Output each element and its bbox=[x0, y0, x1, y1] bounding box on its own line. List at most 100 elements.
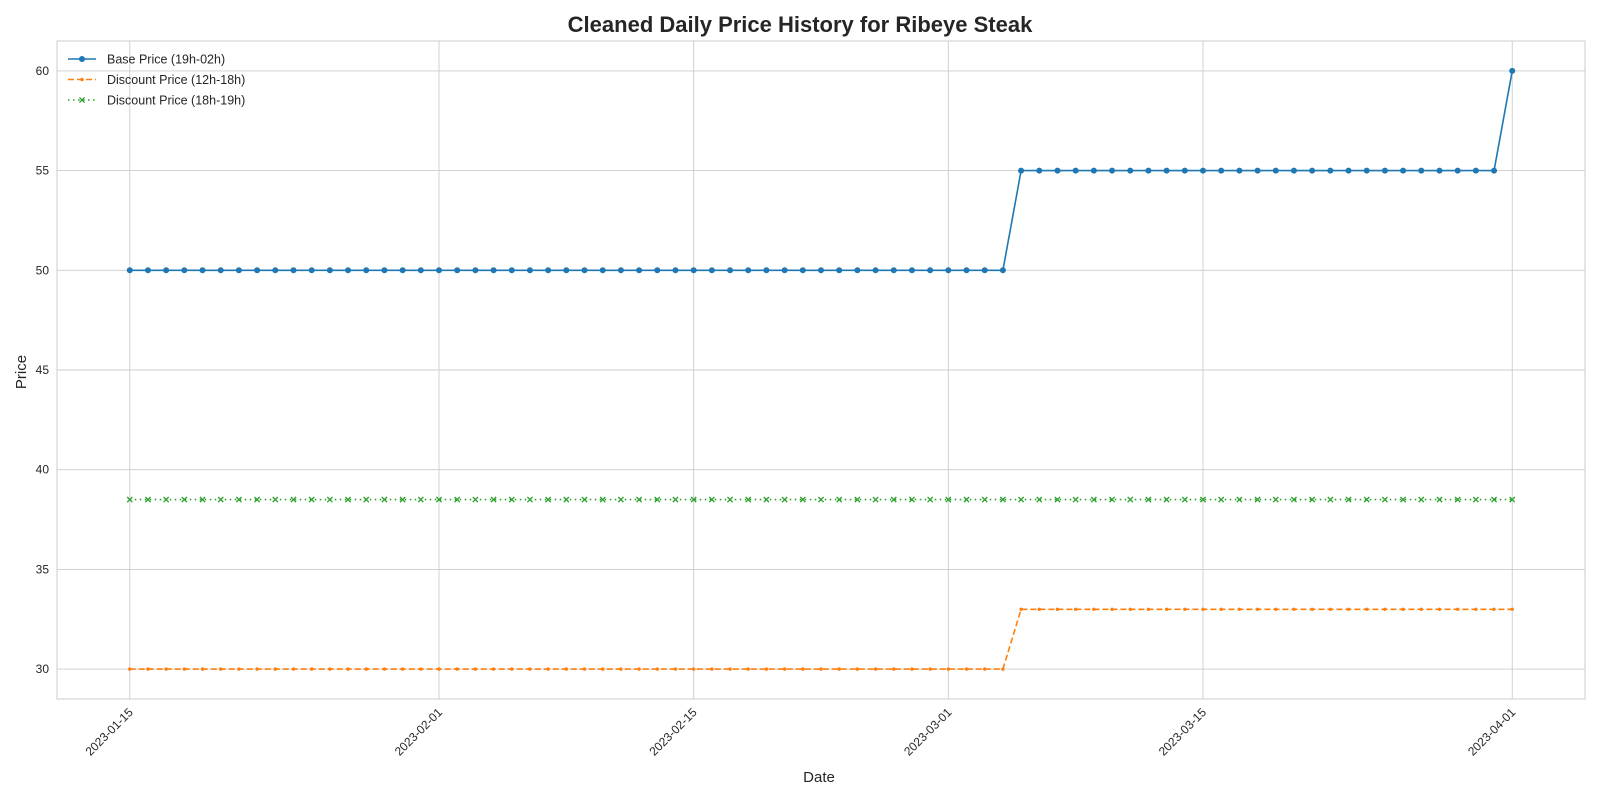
data-point bbox=[490, 496, 497, 503]
legend: Base Price (19h-02h) Discount Price (12h-… bbox=[68, 53, 245, 108]
data-point bbox=[272, 496, 279, 503]
x-tick-label: 2023-01-15 bbox=[83, 705, 137, 759]
data-point bbox=[963, 267, 970, 274]
data-point bbox=[454, 496, 461, 503]
data-point bbox=[1381, 496, 1388, 503]
data-point bbox=[272, 267, 279, 274]
data-point bbox=[782, 667, 787, 671]
data-point bbox=[1272, 496, 1279, 503]
data-point bbox=[1345, 496, 1352, 503]
data-point bbox=[1218, 167, 1225, 174]
series-1 bbox=[126, 67, 1516, 274]
data-point bbox=[436, 267, 442, 274]
data-point bbox=[818, 267, 824, 274]
data-point bbox=[1363, 167, 1370, 174]
data-point bbox=[1018, 167, 1025, 174]
data-point bbox=[601, 667, 605, 671]
y-axis-label: Price bbox=[13, 355, 30, 389]
data-point bbox=[545, 267, 552, 274]
data-point bbox=[345, 267, 352, 274]
data-point bbox=[526, 267, 533, 274]
data-point bbox=[1490, 496, 1498, 503]
data-point bbox=[1492, 607, 1496, 611]
data-point bbox=[382, 667, 387, 671]
data-point bbox=[164, 667, 168, 671]
data-point bbox=[1218, 496, 1225, 503]
data-point bbox=[144, 267, 151, 274]
data-point bbox=[309, 667, 314, 671]
data-point bbox=[1290, 167, 1297, 174]
legend-label: Discount Price (18h-19h) bbox=[107, 94, 245, 108]
data-point bbox=[1418, 167, 1425, 174]
data-point bbox=[673, 667, 678, 671]
chart-title: Cleaned Daily Price History for Ribeye S… bbox=[568, 12, 1033, 37]
data-point bbox=[181, 496, 188, 503]
data-point bbox=[344, 496, 352, 503]
data-point bbox=[254, 267, 261, 274]
data-point bbox=[163, 267, 170, 274]
y-tick-label: 45 bbox=[36, 363, 50, 377]
data-point bbox=[599, 496, 606, 503]
data-point bbox=[126, 267, 133, 274]
data-point bbox=[564, 667, 569, 671]
data-point bbox=[872, 496, 879, 503]
grid bbox=[57, 41, 1585, 699]
data-point bbox=[599, 267, 606, 274]
data-point bbox=[1146, 607, 1151, 611]
data-point bbox=[1090, 496, 1097, 503]
data-point bbox=[728, 667, 732, 671]
data-point bbox=[855, 667, 860, 671]
data-point bbox=[399, 267, 406, 274]
data-point bbox=[400, 667, 405, 671]
data-point bbox=[472, 267, 479, 274]
data-point bbox=[1381, 167, 1388, 174]
data-point bbox=[346, 667, 350, 671]
data-point bbox=[1054, 496, 1061, 503]
data-point bbox=[199, 496, 206, 503]
x-tick-label: 2023-02-15 bbox=[646, 705, 700, 759]
data-point bbox=[1108, 496, 1116, 503]
data-point bbox=[1454, 496, 1461, 503]
data-point bbox=[291, 667, 296, 671]
data-point bbox=[1472, 496, 1479, 503]
data-point bbox=[128, 667, 132, 671]
data-point bbox=[308, 267, 315, 274]
data-point bbox=[1145, 496, 1152, 503]
data-point bbox=[454, 267, 461, 274]
y-tick-label: 60 bbox=[36, 64, 50, 78]
data-point bbox=[381, 496, 388, 503]
data-point bbox=[1363, 496, 1370, 503]
data-point bbox=[163, 496, 170, 503]
data-point bbox=[563, 496, 570, 503]
data-point bbox=[763, 267, 770, 274]
x-axis-ticks: 2023-01-15 2023-02-01 2023-02-15 2023-03-01… bbox=[83, 705, 1519, 759]
data-point bbox=[491, 667, 496, 671]
data-point bbox=[308, 496, 315, 503]
data-point bbox=[254, 496, 261, 503]
data-point bbox=[1310, 607, 1314, 611]
data-point bbox=[873, 667, 878, 671]
data-point bbox=[126, 496, 133, 503]
data-point bbox=[890, 267, 897, 274]
y-axis-ticks: 30 35 40 45 50 55 60 bbox=[36, 64, 50, 676]
data-point bbox=[636, 496, 643, 503]
data-point bbox=[1127, 167, 1134, 174]
data-point bbox=[1036, 496, 1043, 503]
data-point bbox=[1254, 496, 1261, 503]
data-point bbox=[890, 496, 897, 503]
data-point bbox=[1236, 167, 1243, 174]
series-layer bbox=[126, 67, 1516, 671]
data-point bbox=[1509, 67, 1516, 74]
data-point bbox=[435, 496, 443, 503]
data-point bbox=[1236, 496, 1243, 503]
data-point bbox=[617, 496, 624, 503]
data-point bbox=[636, 267, 643, 274]
data-point bbox=[617, 267, 624, 274]
legend-entry: Base Price (19h-02h) bbox=[68, 53, 225, 67]
data-point bbox=[745, 267, 752, 274]
data-point bbox=[946, 667, 951, 671]
data-point bbox=[1128, 607, 1132, 611]
data-point bbox=[1509, 496, 1516, 503]
data-point bbox=[326, 496, 333, 503]
